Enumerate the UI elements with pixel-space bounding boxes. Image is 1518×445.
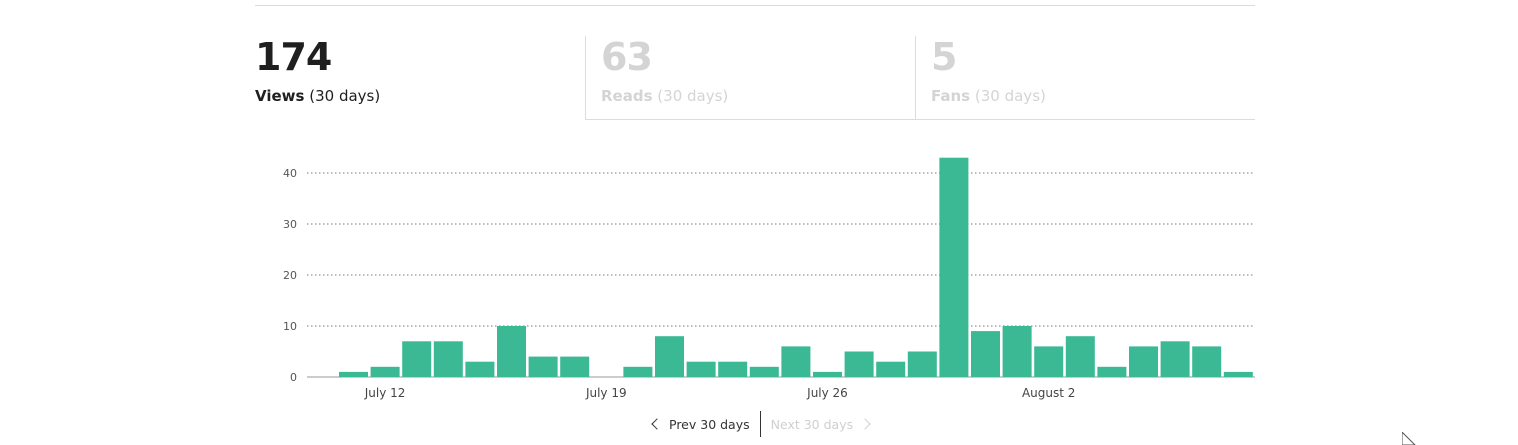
fans-label-name: Fans [931,87,971,105]
reads-count: 63 [601,35,653,79]
chart-bar [844,351,874,377]
views-label-name: Views [255,87,305,105]
chart-bar [1192,346,1222,377]
reads-period: (30 days) [657,87,729,105]
views-count: 174 [255,35,332,79]
chart-bar [623,366,653,377]
chart-bar [1065,336,1095,377]
reads-label: Reads (30 days) [601,86,915,106]
chart-bar [1097,366,1127,377]
prev-label: Prev 30 days [669,416,750,432]
chart-bar [465,361,495,377]
fans-label: Fans (30 days) [931,86,1255,106]
mouse-cursor-icon [1402,432,1416,445]
x-tick-label: July 12 [364,386,406,400]
pager: Prev 30 days Next 30 days [640,411,882,437]
chart-bar [560,356,590,377]
chart-bar [402,341,432,377]
chart-bar [497,326,526,377]
chart-bar [749,366,779,377]
chart-bar [1002,326,1032,377]
next-label: Next 30 days [770,416,854,432]
next-30-days-button[interactable]: Next 30 days [761,411,882,437]
y-tick-label: 40 [283,167,297,180]
views-bar-chart: 0 10 20 30 40 July 12 July 19 July 26 August 2 [283,157,1255,400]
chart-bar [686,361,716,377]
y-tick-label: 30 [283,218,297,231]
chart-bar [1160,341,1190,377]
chart-bar [370,366,400,377]
views-label: Views (30 days) [255,86,585,106]
fans-count: 5 [931,35,957,79]
tab-fans[interactable]: 5 Fans (30 days) [915,36,1255,120]
y-tick-label: 20 [283,269,297,282]
x-tick-label: August 2 [1022,386,1075,400]
chart-bar [1129,346,1158,377]
views-period: (30 days) [309,87,381,105]
tab-views[interactable]: 174 Views (30 days) [255,36,585,120]
top-divider [255,5,1255,6]
chevron-right-icon [859,418,871,430]
chart-bar [907,351,937,377]
pager-divider [759,411,761,437]
x-tick-label: July 19 [585,386,627,400]
chart-bar [718,361,748,377]
chart-bar [1034,346,1064,377]
chart-bar [528,356,558,377]
chart-bar [339,371,368,377]
chart-bar [939,157,969,377]
chart-bar [781,346,811,377]
fans-period: (30 days) [974,87,1046,105]
tab-reads[interactable]: 63 Reads (30 days) [585,36,915,120]
chart-bar [433,341,463,377]
y-tick-label: 10 [283,320,297,333]
y-tick-label: 0 [290,371,297,384]
chart-bar [971,331,1000,377]
chevron-left-icon [651,418,663,430]
chart-bar [813,371,842,377]
reads-label-name: Reads [601,87,653,105]
x-tick-label: July 26 [806,386,848,400]
prev-30-days-button[interactable]: Prev 30 days [640,411,760,437]
stats-tabs: 174 Views (30 days) 63 Reads (30 days) 5… [255,36,1255,120]
chart-bar [655,336,684,377]
chart-bar [1223,371,1253,377]
chart-bar [876,361,906,377]
